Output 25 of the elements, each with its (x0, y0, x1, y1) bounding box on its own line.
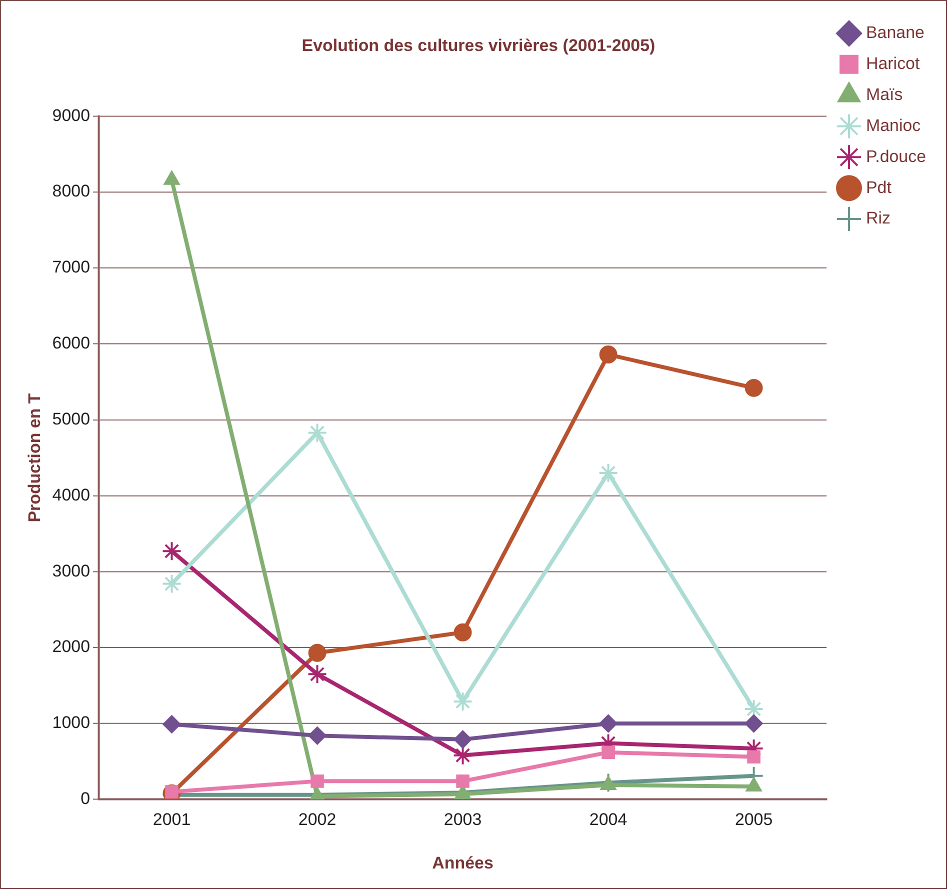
legend-label: Banane (866, 23, 924, 42)
x-tick-label: 2001 (152, 810, 191, 830)
x-axis-title: Années (432, 854, 494, 873)
legend-label: P.douce (866, 146, 926, 166)
y-tick-label: 7000 (52, 258, 90, 277)
y-tick-label: 2000 (52, 637, 90, 656)
y-tick-label: 0 (80, 789, 90, 808)
legend-label: Haricot (866, 54, 920, 74)
x-tick-label: 2003 (444, 810, 482, 830)
y-tick-label: 9000 (52, 106, 90, 125)
legend-label: Maïs (866, 84, 903, 104)
legend-label: Manioc (866, 116, 922, 135)
y-tick-label: 6000 (52, 334, 90, 353)
y-tick-label: 3000 (52, 561, 90, 580)
x-tick-label: 2002 (298, 810, 336, 830)
y-tick-label: 8000 (52, 182, 90, 201)
legend-label: Pdt (866, 178, 892, 197)
y-axis-title: Production en T (24, 392, 44, 522)
x-tick-label: 2004 (589, 810, 628, 830)
chart-title: Evolution des cultures vivrières (2001-2005) (302, 36, 656, 55)
y-tick-label: 4000 (52, 485, 90, 504)
y-tick-label: 5000 (52, 409, 90, 428)
x-tick-label: 2005 (734, 810, 773, 830)
y-tick-label: 1000 (52, 713, 90, 732)
legend-label: Riz (866, 208, 890, 228)
